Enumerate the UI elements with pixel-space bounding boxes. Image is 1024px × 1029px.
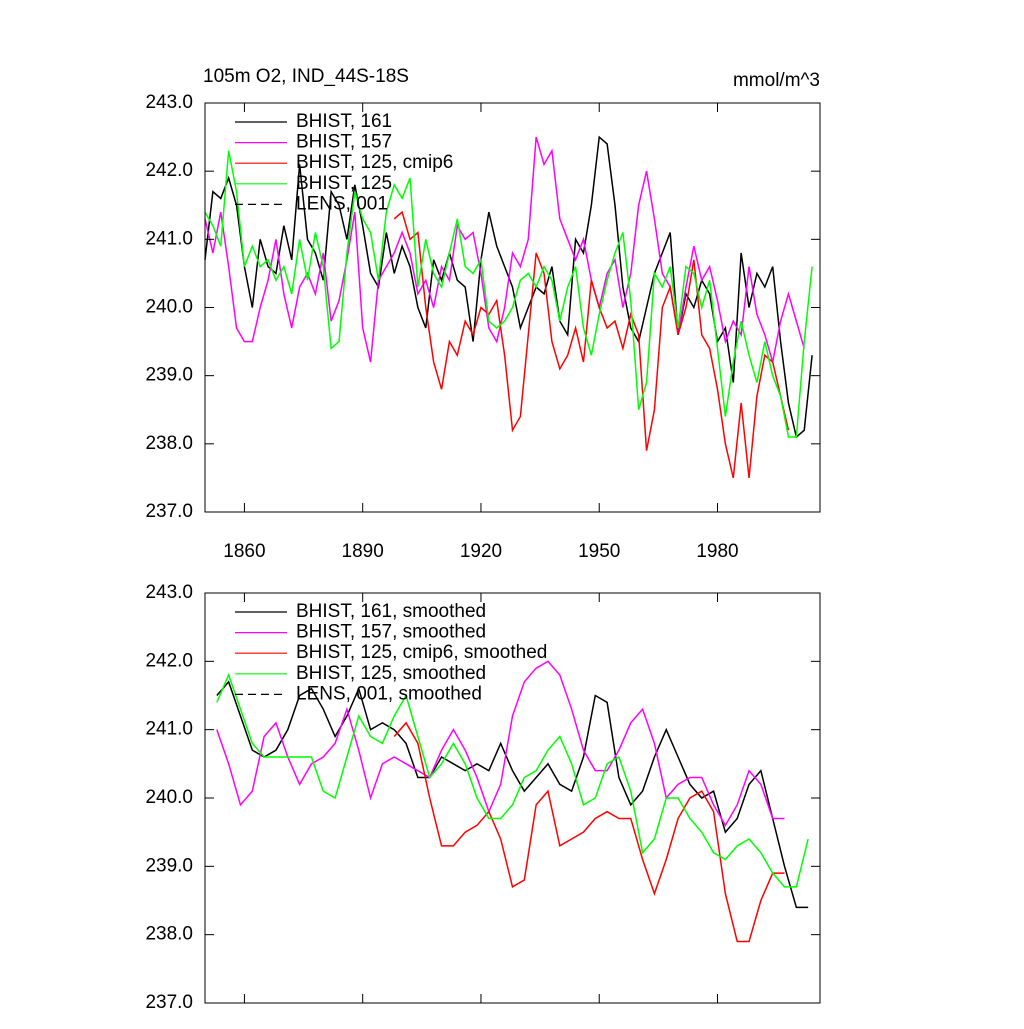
y-tick-label: 243.0: [145, 92, 193, 113]
y-tick-label: 237.0: [145, 501, 193, 522]
y-tick-label: 242.0: [145, 160, 193, 181]
legend-label: BHIST, 157, smoothed: [296, 622, 486, 643]
series-line: [216, 672, 809, 888]
series-line: [393, 721, 785, 943]
y-tick-label: 241.0: [145, 719, 193, 740]
y-tick-label: 239.0: [145, 365, 193, 386]
series-line: [216, 660, 785, 827]
chart-title: 105m O2, IND_44S-18S: [203, 66, 409, 87]
y-tick-label: 243.0: [145, 582, 193, 603]
y-tick-label: 240.0: [145, 787, 193, 808]
series-line: [216, 680, 809, 909]
y-tick-label: 238.0: [145, 924, 193, 945]
legend-label: LENS, 001: [296, 193, 388, 214]
y-tick-label: 240.0: [145, 297, 193, 318]
series-line: [204, 150, 813, 438]
x-tick-label: 1890: [342, 541, 384, 562]
y-tick-label: 238.0: [145, 433, 193, 454]
legend-label: BHIST, 125, cmip6: [296, 152, 453, 173]
x-tick-label: 1980: [696, 541, 738, 562]
legend-label: LENS, 001, smoothed: [296, 683, 482, 704]
series-line: [204, 136, 805, 363]
y-tick-label: 241.0: [145, 228, 193, 249]
legend-label: BHIST, 125, cmip6, smoothed: [296, 642, 547, 663]
y-tick-label: 242.0: [145, 650, 193, 671]
legend-label: BHIST, 161, smoothed: [296, 601, 486, 622]
legend-label: BHIST, 125, smoothed: [296, 663, 486, 684]
x-tick-label: 1920: [460, 541, 502, 562]
units-label: mmol/m^3: [733, 70, 820, 91]
y-tick-label: 237.0: [145, 992, 193, 1013]
legend-label: BHIST, 161: [296, 111, 392, 132]
x-tick-label: 1950: [578, 541, 620, 562]
legend-label: BHIST, 125: [296, 173, 392, 194]
legend-label: BHIST, 157: [296, 132, 392, 153]
x-tick-label: 1860: [223, 541, 265, 562]
series-line: [393, 210, 790, 479]
y-tick-label: 239.0: [145, 855, 193, 876]
